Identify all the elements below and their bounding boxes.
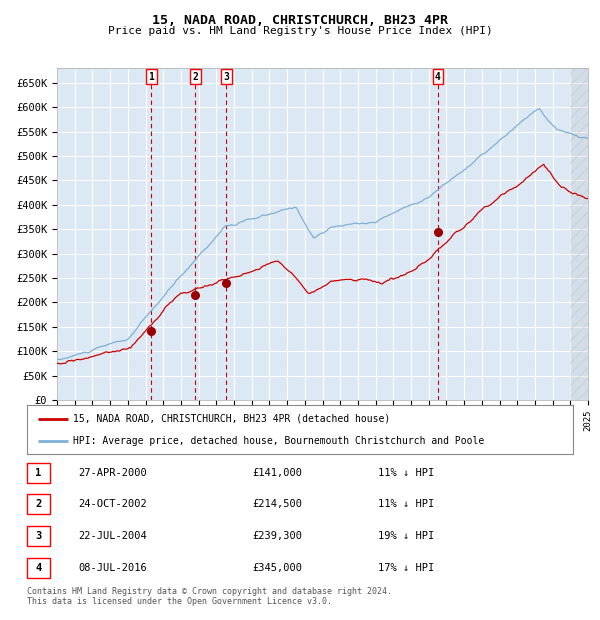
- Text: 27-APR-2000: 27-APR-2000: [78, 467, 147, 478]
- Text: £239,300: £239,300: [252, 531, 302, 541]
- Text: 17% ↓ HPI: 17% ↓ HPI: [378, 562, 434, 573]
- Text: 22-JUL-2004: 22-JUL-2004: [78, 531, 147, 541]
- Text: HPI: Average price, detached house, Bournemouth Christchurch and Poole: HPI: Average price, detached house, Bour…: [73, 436, 485, 446]
- Text: 11% ↓ HPI: 11% ↓ HPI: [378, 499, 434, 510]
- Text: 4: 4: [435, 71, 441, 81]
- Text: £214,500: £214,500: [252, 499, 302, 510]
- Text: 1: 1: [148, 71, 154, 81]
- Text: 2: 2: [193, 71, 199, 81]
- Text: 11% ↓ HPI: 11% ↓ HPI: [378, 467, 434, 478]
- Text: 3: 3: [223, 71, 229, 81]
- Text: 19% ↓ HPI: 19% ↓ HPI: [378, 531, 434, 541]
- Text: 15, NADA ROAD, CHRISTCHURCH, BH23 4PR (detached house): 15, NADA ROAD, CHRISTCHURCH, BH23 4PR (d…: [73, 414, 391, 423]
- Text: 24-OCT-2002: 24-OCT-2002: [78, 499, 147, 510]
- Text: 3: 3: [35, 531, 41, 541]
- Text: 4: 4: [35, 562, 41, 573]
- Text: Price paid vs. HM Land Registry's House Price Index (HPI): Price paid vs. HM Land Registry's House …: [107, 26, 493, 36]
- Text: Contains HM Land Registry data © Crown copyright and database right 2024.
This d: Contains HM Land Registry data © Crown c…: [27, 587, 392, 606]
- Text: 15, NADA ROAD, CHRISTCHURCH, BH23 4PR: 15, NADA ROAD, CHRISTCHURCH, BH23 4PR: [152, 14, 448, 27]
- Text: 1: 1: [35, 467, 41, 478]
- Bar: [570, 68, 588, 400]
- Text: £345,000: £345,000: [252, 562, 302, 573]
- Text: 08-JUL-2016: 08-JUL-2016: [78, 562, 147, 573]
- Text: 2: 2: [35, 499, 41, 510]
- Text: £141,000: £141,000: [252, 467, 302, 478]
